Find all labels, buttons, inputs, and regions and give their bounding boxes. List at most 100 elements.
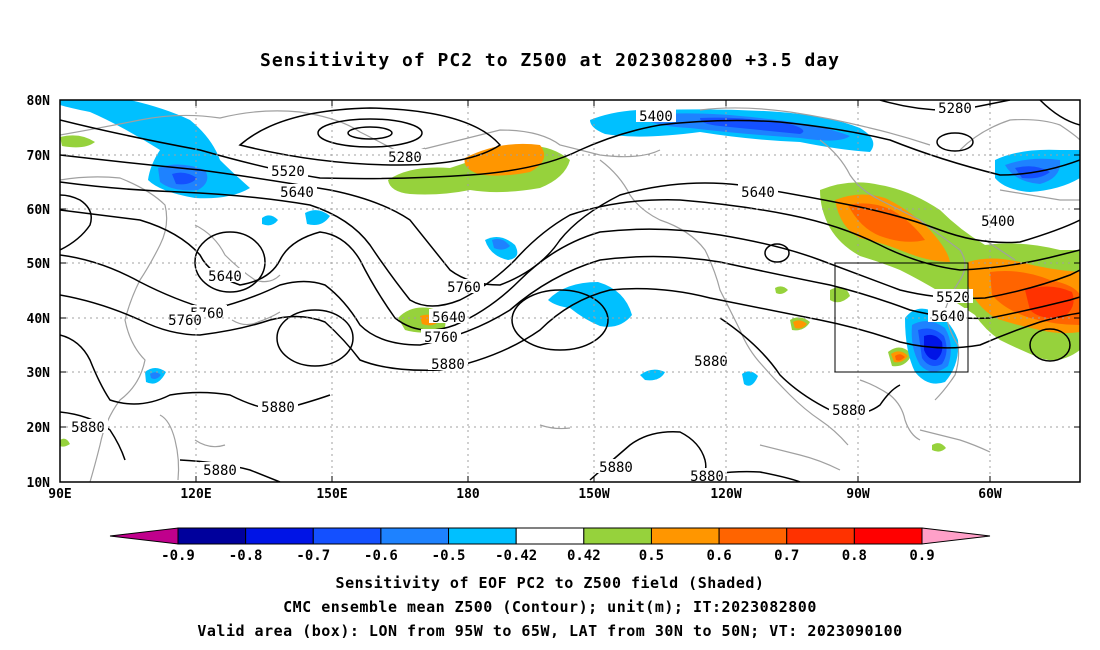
contour-label: 5640: [280, 185, 314, 201]
contour-label-bg: [687, 468, 727, 482]
lon-label: 90W: [846, 487, 870, 502]
map-frame: [59, 99, 1081, 483]
shade-positive: [1025, 286, 1074, 319]
caption-line-1: Sensitivity of EOF PC2 to Z500 field (Sh…: [335, 574, 765, 592]
contour-line: [238, 107, 502, 166]
caption-line-2: CMC ensemble mean Z500 (Contour); unit(m…: [283, 598, 817, 616]
lat-label: 20N: [27, 421, 51, 436]
contour-line: [276, 309, 354, 367]
contour-labels: 5280 5400 5280 5520 5640 5400 5640 5640 5520 5760…: [68, 100, 1018, 485]
lat-label: 10N: [27, 476, 51, 491]
contour-label: 5640: [931, 309, 965, 325]
lat-label: 30N: [27, 366, 51, 381]
contour-label-bg: [68, 419, 108, 433]
shade-negative: [548, 282, 632, 327]
lon-label: 120W: [710, 487, 741, 502]
contour-label: 5880: [431, 357, 465, 373]
contour-line: [347, 126, 393, 140]
lon-label: 180: [456, 487, 480, 502]
contour-label: 5880: [832, 403, 866, 419]
contour-line: [179, 459, 281, 482]
colorbar-swatch: [177, 527, 247, 545]
shade-negative: [305, 210, 330, 225]
colorbar-label: -0.42: [495, 548, 537, 564]
lat-label: 40N: [27, 312, 51, 327]
colorbar-swatch: [245, 527, 314, 545]
contour-line: [1029, 328, 1071, 362]
colorbar-min-arrow: [109, 527, 179, 545]
contour-label-bg: [205, 268, 245, 282]
lat-label: 60N: [27, 203, 51, 218]
shade-positive: [848, 203, 925, 242]
shade-positive: [793, 320, 807, 329]
contour-label: 5640: [208, 269, 242, 285]
colorbar-label: 0.8: [842, 548, 867, 564]
shade-negative: [700, 117, 804, 134]
colorbar-max-arrow: [921, 527, 991, 545]
colorbar-label: -0.7: [296, 548, 330, 564]
contour-label: 5760: [447, 280, 481, 296]
lon-label: 90E: [48, 487, 71, 502]
contour-line: [60, 287, 1080, 372]
colorbar-swatch: [650, 527, 720, 545]
longitude-labels: 90E 120E 150E 180 150W 120W 90W 60W: [48, 487, 1002, 502]
contour-line: [60, 194, 92, 251]
colorbar: [109, 527, 991, 545]
lon-label: 150W: [578, 487, 609, 502]
colorbar-label: 0.5: [639, 548, 664, 564]
lat-label: 70N: [27, 149, 51, 164]
shade-positive: [775, 286, 788, 294]
sensitivity-shading: [60, 100, 1080, 452]
axis-ticks: [59, 99, 1080, 483]
latitude-labels: 80N 70N 60N 50N 40N 30N 20N 10N: [27, 94, 51, 491]
contour-label: 5400: [981, 214, 1015, 230]
caption-line-3: Valid area (box): LON from 95W to 65W, L…: [197, 622, 903, 640]
contour-line: [589, 431, 707, 482]
contour-label-bg: [268, 163, 308, 177]
contour-label: 5640: [741, 185, 775, 201]
contour-label: 5760: [168, 313, 202, 329]
colorbar-labels: -0.9 -0.8 -0.7 -0.6 -0.5 -0.42 0.42 0.5 0.6 0.7 0.…: [161, 548, 935, 564]
contour-label-bg: [165, 312, 205, 326]
shade-negative: [742, 371, 758, 386]
colorbar-label: 0.7: [774, 548, 799, 564]
contour-label: 5640: [432, 310, 466, 326]
contour-line: [936, 132, 974, 152]
colorbar-label: -0.8: [229, 548, 263, 564]
contour-label-bg: [429, 309, 469, 323]
contour-label: 5760: [424, 330, 458, 346]
shade-negative: [60, 100, 250, 199]
contour-label-bg: [277, 184, 317, 198]
contour-label: 5880: [203, 463, 237, 479]
shade-negative: [262, 215, 278, 226]
shade-positive: [895, 354, 905, 361]
contour-label-bg: [421, 329, 461, 343]
contour-label-bg: [258, 399, 298, 413]
lat-label: 50N: [27, 257, 51, 272]
contour-label: 5880: [690, 469, 724, 485]
contour-label-bg: [428, 356, 468, 370]
colorbar-swatch: [380, 527, 450, 545]
colorbar-label: 0.42: [567, 548, 601, 564]
contour-label-bg: [738, 184, 778, 198]
contour-label-bg: [444, 279, 484, 293]
shade-positive: [60, 135, 95, 148]
map-title: Sensitivity of PC2 to Z500 at 2023082800…: [259, 50, 840, 71]
contour-label-bg: [933, 289, 973, 303]
contour-line: [60, 119, 1080, 180]
colorbar-swatch: [718, 527, 788, 545]
gridlines: [60, 100, 1080, 482]
shade-negative: [640, 369, 665, 381]
lon-label: 150E: [316, 487, 347, 502]
colorbar-swatch: [515, 527, 585, 545]
colorbar-label: 0.9: [909, 548, 934, 564]
lat-label: 80N: [27, 94, 51, 109]
shade-positive: [60, 438, 70, 447]
contour-label-bg: [691, 353, 731, 367]
contour-label: 5880: [694, 354, 728, 370]
valid-area-box: [834, 262, 969, 373]
contour-label: 5400: [639, 109, 673, 125]
colorbar-swatch: [448, 527, 517, 545]
contour-label-bg: [829, 402, 869, 416]
shade-negative: [172, 172, 197, 185]
